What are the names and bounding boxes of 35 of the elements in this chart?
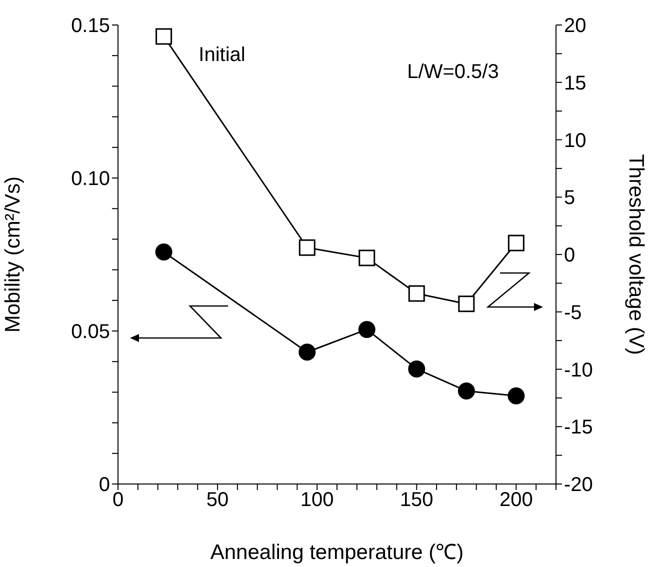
annotation: L/W=0.5/3 [407,61,499,83]
x-tick-label: 200 [499,489,533,512]
x-tick-label: 50 [206,489,229,512]
point [458,296,475,312]
y2-tick-label: -5 [564,302,582,324]
point [408,360,426,378]
y2-tick-label: 10 [564,130,586,152]
y2-tick-label: 15 [564,72,586,94]
x-tick-label: 100 [300,489,334,512]
y2-tick-label: -15 [564,416,593,439]
point [508,387,525,404]
y2-tick-label: -20 [564,474,593,496]
point [408,285,425,302]
y-tick-label: 0.05 [71,321,110,344]
y2-tick-label: 5 [564,187,576,210]
point [508,234,524,252]
point [358,320,376,338]
y-tick-label: 0.15 [71,15,110,38]
y2-tick-label: 20 [564,15,586,38]
point [298,239,316,256]
point [458,382,475,400]
y-tick-label: 0 [98,474,110,496]
y-tick-label: 0.10 [71,168,110,190]
y-axis-title: Mobility (cm²/Vs) [1,176,24,333]
y2-tick-label: 0 [564,244,576,267]
x-axis-title: Annealing temperature (℃) [210,541,464,564]
point [156,28,172,45]
x-tick-label: 0 [112,489,124,512]
y2-tick-label: -10 [564,359,593,382]
point [358,250,376,266]
point [155,244,172,261]
x-tick-label: 150 [400,489,434,512]
y2-axis-title: Threshold voltage (V) [624,154,648,355]
point [298,344,316,361]
annotation: Initial [198,44,246,66]
